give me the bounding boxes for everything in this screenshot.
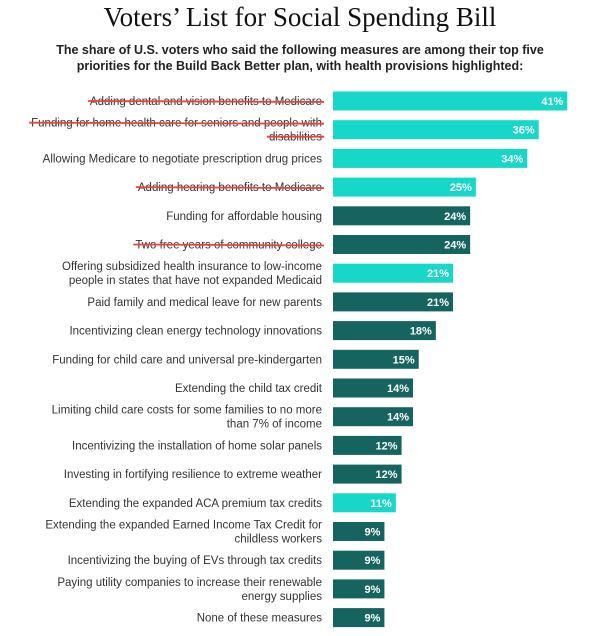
bar-value-label: 18% xyxy=(410,326,432,338)
bar-row: 15% Funding for child care and universal … xyxy=(52,349,419,369)
bar-row: 36% Funding for home health care for seni… xyxy=(31,118,539,144)
bar xyxy=(333,292,453,312)
bar-value-label: 34% xyxy=(501,153,523,165)
bar-row: 34% Allowing Medicare to negotiate prescr… xyxy=(43,148,528,168)
chart-title: Voters’ List for Social Spending Bill xyxy=(103,2,497,32)
bar xyxy=(333,91,568,111)
bar xyxy=(333,349,419,369)
bar-row: 9% Extending the expanded Earned Income T… xyxy=(45,520,385,546)
bar xyxy=(333,608,385,628)
category-label: Investing in fortifying resilience to ex… xyxy=(64,469,322,481)
bar-value-label: 21% xyxy=(427,297,449,309)
category-label: Funding for child care and universal pre… xyxy=(52,354,322,366)
bar xyxy=(333,522,385,541)
bar xyxy=(333,148,528,168)
bar-value-label: 14% xyxy=(387,383,409,395)
bar xyxy=(333,235,471,254)
bar-row: 21% Offering subsidized health insurance … xyxy=(62,261,453,287)
chart-subtitle: The share of U.S. voters who said the fo… xyxy=(56,43,544,73)
bar-row: 14% Limiting child care costs for some fa… xyxy=(52,405,413,431)
bar-value-label: 12% xyxy=(376,440,398,452)
category-label: Paid family and medical leave for new pa… xyxy=(87,297,322,309)
bar-value-label: 9% xyxy=(365,584,381,596)
bar-value-label: 24% xyxy=(444,240,466,252)
bar-value-label: 24% xyxy=(444,211,466,223)
bar xyxy=(333,493,396,513)
bar xyxy=(333,464,402,484)
bar xyxy=(333,579,385,599)
category-label: Offering subsidized health insurance to … xyxy=(62,261,322,287)
bar xyxy=(333,263,453,283)
bar xyxy=(333,378,413,398)
category-label: Funding for affordable housing xyxy=(166,211,322,223)
strikethrough-mark xyxy=(133,243,325,247)
category-label: Extending the expanded Earned Income Tax… xyxy=(45,520,322,546)
bar xyxy=(333,550,385,570)
bar-row: 21% Paid family and medical leave for new… xyxy=(87,292,453,312)
category-label: Paying utility companies to increase the… xyxy=(57,577,322,603)
bar xyxy=(333,407,413,427)
category-label: Incentivizing the buying of EVs through … xyxy=(68,555,323,567)
category-label: Extending the child tax credit xyxy=(175,383,323,395)
bar-row: 24%Two free years of community college xyxy=(135,235,471,254)
bar-row: 9% Incentivizing the buying of EVs throug… xyxy=(68,550,385,570)
bar xyxy=(333,120,539,140)
bar-row: 18% Incentivizing clean energy technology… xyxy=(69,321,436,341)
bar-row: 14% Extending the child tax credit xyxy=(175,378,413,398)
bar-value-label: 41% xyxy=(541,96,563,108)
category-label: Limiting child care costs for some famil… xyxy=(52,405,322,431)
bar-value-label: 9% xyxy=(365,613,381,625)
bar-value-label: 11% xyxy=(370,498,392,510)
bar-value-label: 9% xyxy=(365,527,381,539)
bar xyxy=(333,321,436,341)
bar xyxy=(333,435,402,455)
bar xyxy=(333,206,471,226)
category-label: Incentivizing clean energy technology in… xyxy=(69,326,322,338)
bar-value-label: 9% xyxy=(365,555,381,567)
bar-value-label: 12% xyxy=(376,469,398,481)
bar-value-label: 25% xyxy=(450,182,472,194)
bar-row: 12% Investing in fortifying resilience to… xyxy=(64,464,402,484)
bar-row: 9% Paying utility companies to increase t… xyxy=(57,577,385,603)
category-label: Incentivizing the installation of home s… xyxy=(72,440,322,452)
bar-value-label: 36% xyxy=(513,125,535,137)
strikethrough-mark xyxy=(135,186,325,189)
strikethrough-mark xyxy=(29,121,325,125)
bar-row: 9% None of these measures xyxy=(197,608,385,628)
bar-value-label: 21% xyxy=(427,268,449,280)
category-label: Extending the expanded ACA premium tax c… xyxy=(69,498,322,510)
category-label: Funding for home health care for seniors… xyxy=(31,118,322,144)
category-label: Allowing Medicare to negotiate prescript… xyxy=(43,153,323,165)
bar-row: 24% Funding for affordable housing xyxy=(166,206,471,226)
category-label: None of these measures xyxy=(197,613,323,625)
bar-value-label: 14% xyxy=(387,412,409,424)
strikethrough-mark xyxy=(87,100,325,103)
bar-value-label: 15% xyxy=(393,354,415,366)
bar xyxy=(333,177,476,197)
bar-row: 12% Incentivizing the installation of hom… xyxy=(72,435,402,455)
bar-row: 11% Extending the expanded ACA premium ta… xyxy=(69,493,396,513)
